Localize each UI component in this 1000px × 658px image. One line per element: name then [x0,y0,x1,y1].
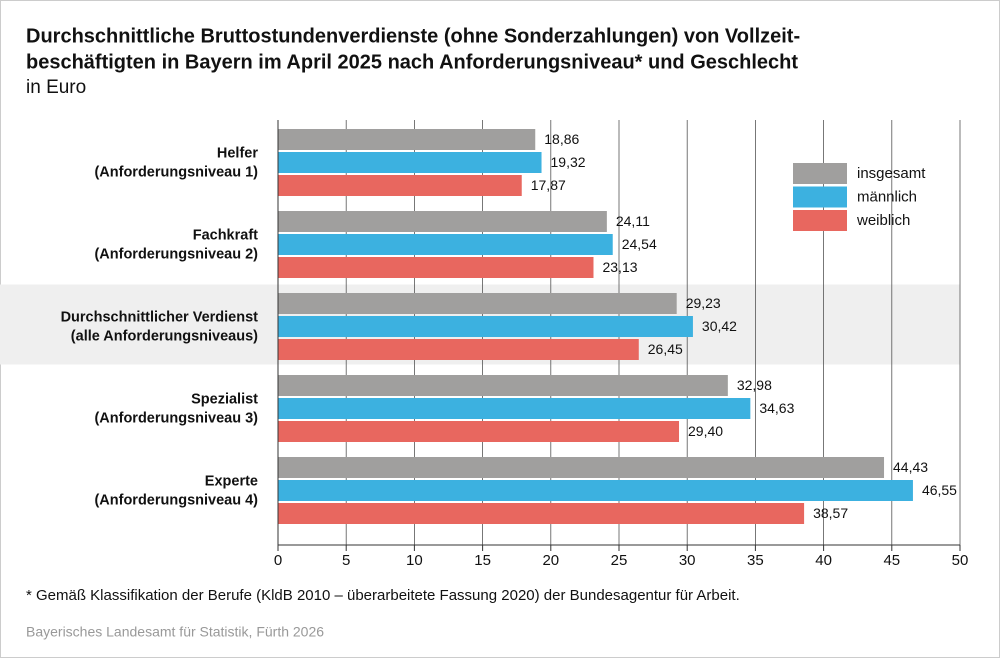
legend-label: männlich [857,188,917,205]
value-label: 23,13 [602,259,637,275]
value-label: 17,87 [531,177,566,193]
legend-swatch [793,163,847,184]
bar [278,480,913,501]
value-label: 24,11 [616,213,650,229]
value-label: 24,54 [622,236,657,252]
bar [278,257,594,278]
value-label: 29,40 [688,423,723,439]
y-tick-label: (Anforderungsniveau 4) [94,492,258,508]
bar [278,234,613,255]
value-label: 19,32 [551,154,586,170]
value-label: 30,42 [702,318,737,334]
x-tick-label: 40 [815,552,832,569]
x-tick-label: 35 [747,552,764,569]
bar [278,398,751,419]
value-label: 26,45 [648,341,683,357]
bar [278,503,805,524]
bar [278,211,607,232]
y-tick-label: (Anforderungsniveau 3) [94,410,258,426]
value-label: 44,43 [893,459,928,475]
legend-swatch [793,186,847,208]
footnote: * Gemäß Klassifikation der Berufe (KldB … [26,587,740,604]
x-tick-label: 5 [342,552,350,569]
x-tick-label: 20 [542,552,559,569]
y-tick-label: Helfer [217,145,258,161]
bar [278,175,522,196]
x-tick-label: 30 [679,552,696,569]
x-tick-label: 45 [883,552,900,569]
bar [278,375,728,396]
legend-label: insgesamt [857,165,926,182]
value-label: 34,63 [759,400,794,416]
value-label: 38,57 [813,505,848,521]
bar [278,293,677,314]
y-tick-label: (Anforderungsniveau 1) [94,164,258,180]
chart-subtitle: in Euro [26,77,86,98]
bar [278,129,536,150]
x-tick-label: 50 [952,552,969,569]
y-tick-label: Durchschnittlicher Verdienst [61,309,259,325]
bar [278,152,542,173]
source: Bayerisches Landesamt für Statistik, Für… [26,624,324,640]
y-tick-label: (alle Anforderungsniveaus) [71,328,258,344]
value-label: 29,23 [686,295,721,311]
bar [278,421,680,442]
value-label: 46,55 [922,482,957,498]
x-tick-label: 25 [611,552,628,569]
value-label: 18,86 [544,131,579,147]
bar [278,339,639,360]
chart-title: Durchschnittliche Bruttostundenverdienst… [26,25,800,47]
y-tick-label: Experte [205,473,258,489]
x-tick-label: 0 [274,552,282,569]
x-tick-label: 15 [474,552,491,569]
y-tick-label: Spezialist [191,391,258,407]
chart-title: beschäftigten in Bayern im April 2025 na… [26,51,798,73]
y-tick-label: Fachkraft [193,227,258,243]
y-tick-label: (Anforderungsniveau 2) [94,246,258,262]
bar [278,457,885,478]
legend-label: weiblich [856,212,910,229]
bar [278,316,693,337]
x-tick-label: 10 [406,552,423,569]
value-label: 32,98 [737,377,772,393]
legend-swatch [793,210,847,231]
